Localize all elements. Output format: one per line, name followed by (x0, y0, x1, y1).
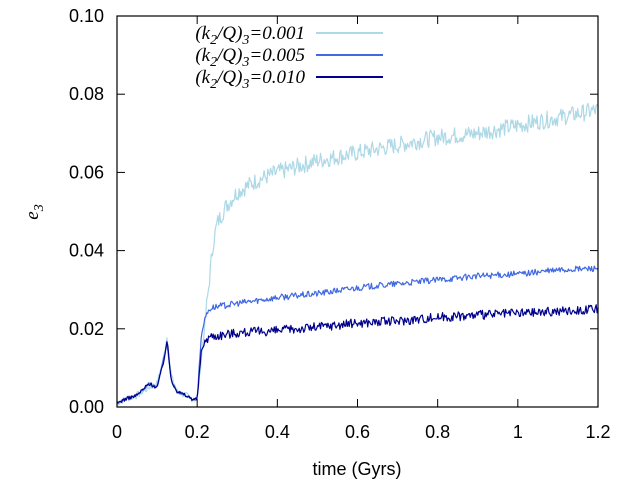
legend-label-1-e: =0.001 (249, 23, 305, 44)
x-tick-label: 0.6 (345, 422, 370, 442)
legend-label-1-b: 2 (210, 33, 217, 48)
legend-label-3-a: (k (195, 67, 210, 88)
legend-label-2-c: /Q) (216, 45, 242, 66)
series-line-3 (116, 304, 599, 403)
legend-label-3-d: 3 (241, 77, 249, 92)
y-axis-title: e3 (22, 204, 47, 219)
ticks-layer (116, 15, 599, 408)
y-tick-label: 0.00 (69, 397, 104, 417)
legend-entry-2: (k2/Q)3=0.005 (195, 45, 383, 70)
x-tick-label: 0 (112, 422, 122, 442)
legend-label-2-b: 2 (210, 55, 217, 70)
y-tick-label: 0.06 (69, 162, 104, 182)
y-axis-title-sub: 3 (32, 204, 47, 212)
legend-label-3-b: 2 (210, 77, 217, 92)
labels-layer: 0 0.2 0.4 0.6 0.8 1 1.2 0.00 0.02 0.04 0.06 0.08 0.1… (69, 6, 611, 442)
legend-label-3: (k2/Q)3=0.010 (195, 67, 305, 92)
x-tick-label: 0.2 (185, 422, 210, 442)
legend-label-1-d: 3 (241, 33, 249, 48)
legend-label-3-e: =0.010 (249, 67, 305, 88)
legend-label-3-c: /Q) (216, 67, 242, 88)
y-tick-label: 0.08 (69, 84, 104, 104)
legend-entry-3: (k2/Q)3=0.010 (195, 67, 383, 92)
x-tick-label: 1.2 (585, 422, 610, 442)
legend-label-2-d: 3 (241, 55, 249, 70)
legend-label-1-a: (k (195, 23, 210, 44)
legend-label-2: (k2/Q)3=0.005 (195, 45, 305, 70)
x-tick-label: 1 (513, 422, 523, 442)
legend-entry-1: (k2/Q)3=0.001 (195, 23, 383, 48)
legend-label-2-a: (k (195, 45, 210, 66)
y-tick-label: 0.10 (69, 6, 104, 26)
legend-label-2-e: =0.005 (249, 45, 305, 66)
legend: (k2/Q)3=0.001 (k2/Q)3=0.005 (k2/Q)3=0.01… (195, 23, 383, 92)
x-tick-label: 0.8 (425, 422, 450, 442)
x-tick-label: 0.4 (265, 422, 290, 442)
x-axis-title: time (Gyrs) (313, 459, 402, 479)
y-tick-label: 0.04 (69, 241, 104, 261)
y-tick-label: 0.02 (69, 319, 104, 339)
legend-label-1: (k2/Q)3=0.001 (195, 23, 305, 48)
series-layer (116, 102, 599, 406)
legend-label-1-c: /Q) (216, 23, 242, 44)
y-axis-title-main: e (22, 211, 43, 219)
